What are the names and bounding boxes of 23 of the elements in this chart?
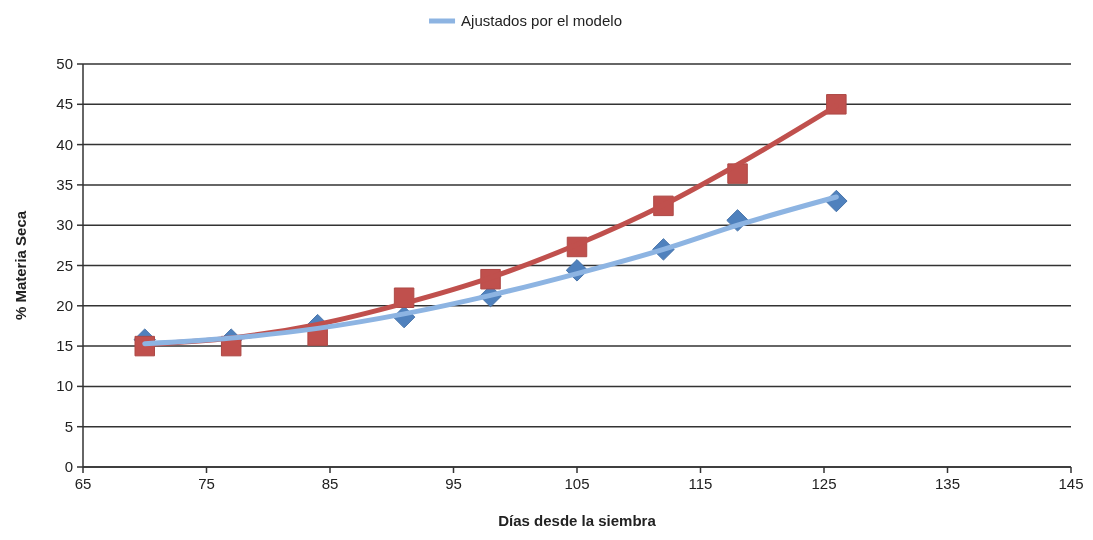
- y-axis-title: % Materia Seca: [12, 210, 29, 321]
- y-tick-label: 50: [56, 55, 73, 72]
- x-tick-label: 105: [564, 475, 590, 492]
- x-tick-label: 125: [811, 475, 837, 492]
- y-tick-label: 15: [56, 337, 73, 355]
- legend-label: Ajustados por el modelo: [461, 12, 622, 29]
- x-axis-title: Días desde la siembra: [498, 512, 657, 529]
- y-tick-label: 25: [56, 256, 73, 274]
- y-tick-label: 10: [56, 377, 73, 395]
- x-tick-label: 115: [688, 475, 713, 492]
- y-tick-label: 35: [56, 175, 73, 193]
- x-tick-label: 145: [1058, 475, 1084, 492]
- x-tick-label: 65: [74, 475, 92, 492]
- x-tick-label: 75: [198, 475, 215, 492]
- y-tick-label: 45: [56, 95, 73, 113]
- x-tick-label: 135: [934, 475, 961, 492]
- y-tick-label: 40: [56, 135, 73, 153]
- x-tick-label: 95: [445, 475, 462, 492]
- y-tick-label: 0: [64, 458, 73, 475]
- y-tick-label: 5: [64, 417, 73, 435]
- y-tick-label: 20: [56, 296, 73, 314]
- y-tick-label: 30: [56, 216, 73, 234]
- x-tick-label: 85: [321, 475, 339, 492]
